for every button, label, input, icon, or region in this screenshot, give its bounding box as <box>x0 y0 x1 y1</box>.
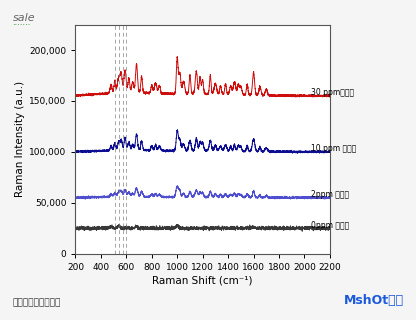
Text: sale: sale <box>12 13 35 23</box>
Text: MshOt明美: MshOt明美 <box>343 294 404 307</box>
Text: ·······: ······· <box>12 21 31 30</box>
Text: 2ppm 糖精钔: 2ppm 糖精钔 <box>311 190 349 199</box>
Y-axis label: Raman Intensity (a.u.): Raman Intensity (a.u.) <box>15 81 25 197</box>
Text: 0ppm 糖精钔: 0ppm 糖精钔 <box>311 220 349 230</box>
Text: 10 ppm 糖精钔: 10 ppm 糖精钔 <box>311 144 356 153</box>
Text: 30 ppm糖精钔: 30 ppm糖精钔 <box>311 88 354 97</box>
X-axis label: Raman Shift (cm⁻¹): Raman Shift (cm⁻¹) <box>152 276 253 286</box>
Text: 加标糖精钔检测谱图: 加标糖精钔检测谱图 <box>12 298 61 307</box>
